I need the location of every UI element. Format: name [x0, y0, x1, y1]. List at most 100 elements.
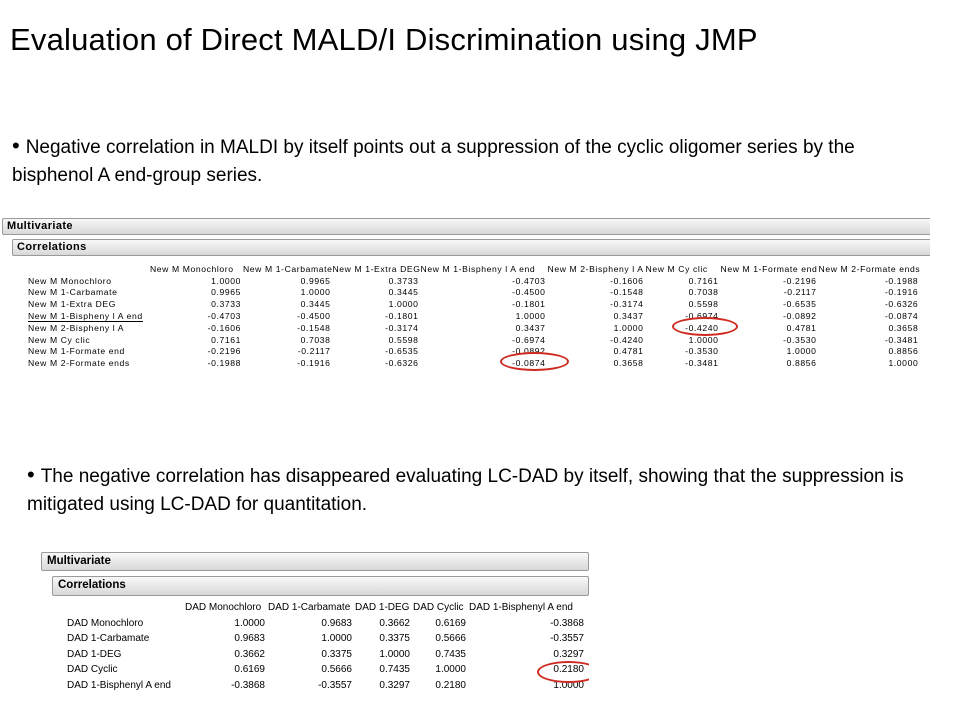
- row-label-text: DAD 1-Carbamate: [67, 633, 150, 645]
- row-label-text: New M 2-Bispheny l A: [28, 322, 125, 333]
- correlation-cell: -0.3481: [685, 358, 719, 369]
- bullet-maldi-text: Negative correlation in MALDI by itself …: [12, 137, 855, 186]
- correlation-cell: 0.5598: [688, 299, 719, 310]
- highlight-circle-dad-cyclic: [537, 661, 589, 683]
- correlation-cell: -0.1548: [610, 287, 644, 298]
- correlation-cell: -0.3174: [610, 299, 644, 310]
- row-label-text: New M Monochloro: [28, 275, 112, 286]
- correlation-cell: -0.2117: [297, 346, 331, 357]
- correlation-cell: 0.6169: [435, 617, 466, 629]
- correlation-cell: -0.1801: [512, 299, 546, 310]
- correlation-cell: 1.0000: [300, 287, 331, 298]
- correlation-cell: 0.3445: [300, 299, 331, 310]
- correlation-cell: 0.9683: [234, 633, 265, 645]
- row-label: New M 1-Formate end: [28, 346, 150, 358]
- correlation-cell: 0.3733: [211, 299, 241, 310]
- correlation-cell: -0.1988: [207, 358, 241, 369]
- column-header: DAD Monochloro: [185, 602, 262, 614]
- maldi-header-row: New M Monochloro New M 1-Carbamate New M…: [28, 263, 920, 275]
- multivariate-header[interactable]: Multivariate: [2, 218, 930, 235]
- correlation-cell: -0.4240: [610, 334, 644, 345]
- correlation-cell: 1.0000: [786, 346, 817, 357]
- correlation-cell: -0.4703: [207, 311, 241, 322]
- row-label-text: New M Cy clic: [28, 334, 91, 345]
- correlation-cell: 0.3662: [234, 648, 265, 660]
- correlation-cell: 1.0000: [379, 648, 410, 660]
- row-label: DAD Monochloro: [67, 616, 185, 632]
- row-label-text: DAD Cyclic: [67, 664, 118, 676]
- correlation-cell: -0.2196: [207, 346, 241, 357]
- correlation-cell: -0.6326: [385, 358, 419, 369]
- correlation-cell: 1.0000: [888, 358, 919, 369]
- row-label: DAD 1-Carbamate: [67, 631, 185, 647]
- row-label-text: DAD 1-DEG: [67, 648, 122, 660]
- table-row: DAD 1-Carbamate 0.9683 1.0000 0.3375 0.5666 -…: [67, 631, 587, 647]
- correlation-cell: 0.7161: [211, 334, 241, 345]
- row-label-text: New M 1-Formate end: [28, 346, 125, 357]
- row-label: DAD 1-Bisphenyl A end: [67, 678, 185, 694]
- row-label-text: New M 1-Extra DEG: [28, 299, 117, 310]
- correlation-cell: -0.1916: [297, 358, 331, 369]
- correlation-cell: -0.3530: [685, 346, 719, 357]
- bullet-dot: •: [27, 462, 35, 487]
- correlation-cell: 1.0000: [321, 633, 352, 645]
- correlation-cell: -0.1606: [207, 322, 241, 333]
- table-row: New M 2-Bispheny l A -0.1606 -0.1548 -0.317…: [28, 322, 920, 334]
- row-label-text: New M 1-Bispheny l A end: [28, 311, 143, 322]
- column-header: DAD 1-DEG: [355, 602, 410, 614]
- correlation-cell: -0.6326: [884, 299, 919, 310]
- correlation-cell: 0.3437: [515, 322, 546, 333]
- corner-cell: [28, 263, 150, 275]
- column-header: DAD 1-Carbamate: [268, 602, 351, 614]
- correlation-cell: 1.0000: [435, 664, 466, 676]
- table-row: New M 1-Carbamate 0.9965 1.0000 0.3445 -0.45…: [28, 287, 920, 299]
- correlation-cell: -0.3868: [550, 617, 584, 629]
- correlation-cell: -0.0874: [884, 311, 919, 322]
- correlation-cell: 1.0000: [613, 322, 644, 333]
- correlation-cell: 0.2180: [435, 679, 466, 691]
- slide-title: Evaluation of Direct MALD/I Discriminati…: [10, 22, 758, 57]
- correlation-cell: -0.3557: [318, 679, 352, 691]
- multivariate-header[interactable]: Multivariate: [41, 552, 589, 571]
- correlations-header[interactable]: Correlations: [52, 576, 589, 596]
- correlation-cell: -0.6535: [783, 299, 817, 310]
- correlation-cell: -0.1916: [884, 287, 919, 298]
- correlation-cell: 0.3437: [613, 311, 644, 322]
- correlation-cell: 0.3375: [321, 648, 352, 660]
- row-label: New M Monochloro: [28, 275, 150, 287]
- correlation-cell: 0.3658: [888, 322, 919, 333]
- correlation-cell: 0.7038: [300, 334, 331, 345]
- column-header: DAD 1-Bisphenyl A end: [469, 602, 573, 614]
- bullet-dot: •: [12, 133, 20, 158]
- correlation-cell: -0.1606: [610, 275, 644, 286]
- table-row: DAD Cyclic 0.6169 0.5666 0.7435 1.0000 0.2180: [67, 662, 587, 678]
- correlation-cell: -0.1801: [385, 311, 419, 322]
- correlation-cell: 0.8856: [888, 346, 919, 357]
- correlation-cell: 0.4781: [786, 322, 817, 333]
- correlation-cell: -0.3557: [550, 633, 584, 645]
- highlight-circle-cyclic-col: [672, 317, 738, 336]
- column-header: New M 2-Formate ends: [818, 263, 921, 274]
- row-label: DAD Cyclic: [67, 662, 185, 678]
- row-label: New M 2-Formate ends: [28, 357, 150, 369]
- correlation-cell: 0.3445: [388, 287, 419, 298]
- correlation-cell: 0.9965: [211, 287, 241, 298]
- correlations-header[interactable]: Correlations: [12, 239, 930, 256]
- correlation-cell: 0.8856: [786, 358, 817, 369]
- correlation-cell: -0.4500: [512, 287, 546, 298]
- table-row: DAD 1-DEG 0.3662 0.3375 1.0000 0.7435 0.3297: [67, 647, 587, 663]
- correlation-cell: -0.4703: [512, 275, 546, 286]
- lcdad-jmp-report: Multivariate Correlations DAD Monochloro…: [41, 552, 589, 700]
- correlation-cell: 0.9683: [321, 617, 352, 629]
- correlation-cell: 0.9965: [300, 275, 331, 286]
- correlation-cell: 0.7161: [688, 275, 719, 286]
- correlation-cell: 1.0000: [688, 334, 719, 345]
- correlation-cell: -0.2196: [783, 275, 817, 286]
- correlation-cell: -0.3868: [231, 679, 265, 691]
- correlation-cell: 0.7435: [379, 664, 410, 676]
- correlation-cell: -0.1988: [884, 275, 919, 286]
- correlation-cell: -0.4500: [297, 311, 331, 322]
- table-row: New M Monochloro 1.0000 0.9965 0.3733 -0.470…: [28, 275, 920, 287]
- table-row: DAD 1-Bisphenyl A end -0.3868 -0.3557 0.329…: [67, 678, 587, 694]
- row-label: New M 1-Carbamate: [28, 287, 150, 299]
